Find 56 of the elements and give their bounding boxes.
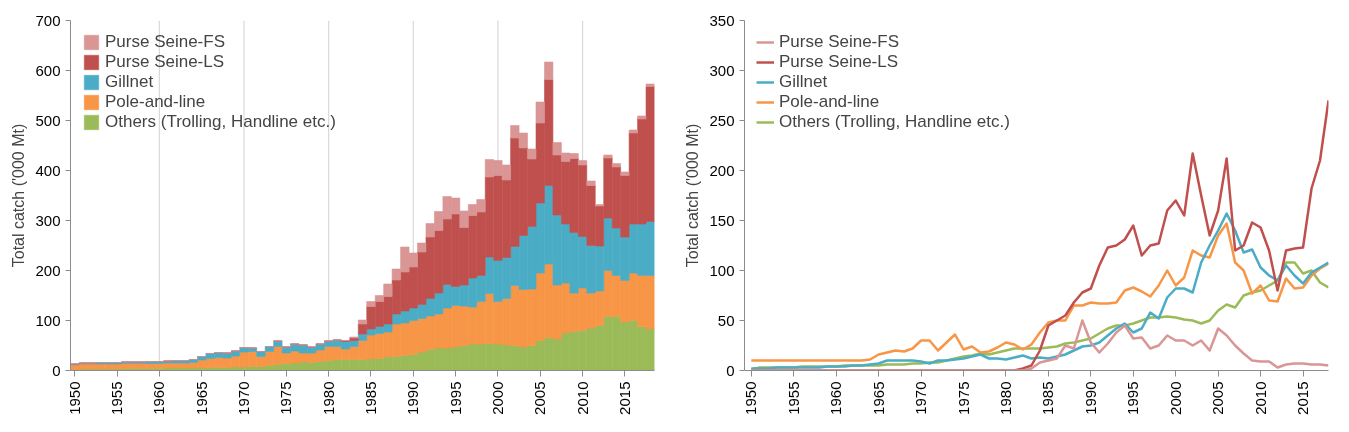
y-tick-label: 300 (35, 211, 61, 229)
y-tick-label: 100 (709, 261, 735, 279)
y-tick-label: 500 (35, 111, 61, 129)
y-tick-label: 250 (709, 111, 735, 129)
y-tick-label: 0 (726, 361, 735, 379)
legend-label: Gillnet (779, 72, 828, 92)
legend-label: Pole-and-line (779, 92, 880, 112)
legend-label: Gillnet (105, 72, 154, 92)
y-tick-label: 300 (709, 61, 735, 79)
y-tick-label: 400 (35, 161, 61, 179)
x-tick-label: 1955 (784, 381, 802, 415)
legend-label: Others (Trolling, Handline etc.) (779, 112, 1010, 132)
x-tick-label: 1980 (996, 381, 1014, 415)
x-tick-label: 2000 (1166, 381, 1184, 415)
x-tick-label: 2000 (488, 381, 506, 415)
y-axis-title: Total catch ('000 Mt) (684, 123, 702, 268)
x-tick-label: 1990 (1081, 381, 1099, 415)
y-axis-title: Total catch ('000 Mt) (10, 123, 28, 268)
y-tick-label: 700 (35, 11, 61, 29)
legend-label: Purse Seine-FS (105, 32, 225, 52)
y-tick-label: 200 (709, 161, 735, 179)
x-tick-label: 1955 (108, 381, 126, 415)
x-tick-label: 1960 (150, 381, 168, 415)
y-tick-label: 50 (717, 311, 735, 329)
legend-label: Others (Trolling, Handline etc.) (105, 112, 336, 132)
legend-label: Purse Seine-LS (105, 52, 225, 72)
x-tick-label: 1990 (404, 381, 422, 415)
x-tick-label: 1965 (192, 381, 210, 415)
y-tick-label: 600 (35, 61, 61, 79)
x-tick-label: 1980 (319, 381, 337, 415)
x-tick-label: 1950 (65, 381, 83, 415)
x-tick-label: 1995 (1124, 381, 1142, 415)
x-tick-label: 1970 (235, 381, 253, 415)
x-tick-label: 1960 (827, 381, 845, 415)
x-tick-label: 1970 (912, 381, 930, 415)
y-tick-label: 100 (35, 311, 61, 329)
x-tick-label: 2005 (1209, 381, 1227, 415)
y-tick-label: 0 (52, 361, 61, 379)
x-tick-label: 2010 (1251, 381, 1269, 415)
x-tick-label: 1975 (277, 381, 295, 415)
x-tick-label: 1950 (742, 381, 760, 415)
x-tick-label: 1985 (1039, 381, 1057, 415)
x-tick-label: 1995 (446, 381, 464, 415)
y-tick-label: 350 (709, 11, 735, 29)
x-tick-label: 1985 (361, 381, 379, 415)
x-tick-label: 2015 (615, 381, 633, 415)
legend-label: Purse Seine-LS (779, 52, 899, 72)
x-tick-label: 2010 (573, 381, 591, 415)
y-tick-label: 200 (35, 261, 61, 279)
x-tick-label: 1975 (954, 381, 972, 415)
x-tick-label: 2005 (531, 381, 549, 415)
legend-label: Purse Seine-FS (779, 32, 899, 52)
legend-label: Pole-and-line (105, 92, 206, 112)
x-tick-label: 1965 (869, 381, 887, 415)
x-tick-label: 2015 (1294, 381, 1312, 415)
y-tick-label: 150 (709, 211, 735, 229)
